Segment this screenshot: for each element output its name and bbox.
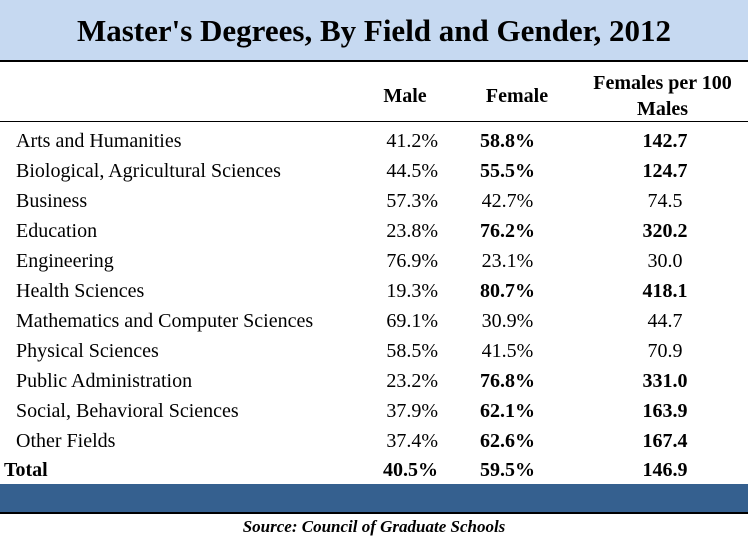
table-row: Public Administration 23.2% 76.8% 331.0 xyxy=(0,366,748,396)
table-row: Physical Sciences 58.5% 41.5% 70.9 xyxy=(0,336,748,366)
female-cell: 41.5% xyxy=(481,340,534,362)
table-body: Arts and Humanities 41.2% 58.8% 142.7 Bi… xyxy=(0,126,748,456)
female-cell: 76.8% xyxy=(480,370,535,392)
ratio-cell: 331.0 xyxy=(642,370,688,392)
male-cell: 57.3% xyxy=(386,190,438,212)
header-divider xyxy=(0,121,748,122)
ratio-cell: 44.7 xyxy=(647,310,683,332)
ratio-cell: 124.7 xyxy=(642,160,688,182)
source-note: Source: Council of Graduate Schools xyxy=(242,517,506,536)
field-cell: Physical Sciences xyxy=(16,340,159,362)
male-cell: 23.2% xyxy=(386,370,438,392)
male-cell: 23.8% xyxy=(386,220,438,242)
column-header-female: Female xyxy=(485,85,549,107)
table-row: Social, Behavioral Sciences 37.9% 62.1% … xyxy=(0,396,748,426)
table-row: Engineering 76.9% 23.1% 30.0 xyxy=(0,246,748,276)
male-cell: 76.9% xyxy=(386,250,438,272)
title-bar: Master's Degrees, By Field and Gender, 2… xyxy=(0,0,748,62)
table-row: Health Sciences 19.3% 80.7% 418.1 xyxy=(0,276,748,306)
total-female-cell: 59.5% xyxy=(480,459,535,481)
total-label: Total xyxy=(4,459,48,481)
field-cell: Arts and Humanities xyxy=(16,130,182,152)
male-cell: 58.5% xyxy=(386,340,438,362)
field-cell: Health Sciences xyxy=(16,280,145,302)
female-cell: 80.7% xyxy=(480,280,535,302)
field-cell: Social, Behavioral Sciences xyxy=(16,400,239,422)
ratio-cell: 142.7 xyxy=(642,130,688,152)
male-cell: 41.2% xyxy=(386,130,438,152)
ratio-cell: 418.1 xyxy=(642,280,688,302)
ratio-cell: 320.2 xyxy=(642,220,688,242)
female-cell: 62.6% xyxy=(480,430,535,452)
field-cell: Business xyxy=(16,190,88,212)
table-row: Mathematics and Computer Sciences 69.1% … xyxy=(0,306,748,336)
ratio-cell: 74.5 xyxy=(647,190,683,212)
total-male-cell: 40.5% xyxy=(383,459,438,481)
column-header-male: Male xyxy=(383,85,427,107)
male-cell: 37.4% xyxy=(386,430,438,452)
footer-band xyxy=(0,484,748,514)
field-cell: Engineering xyxy=(16,250,114,272)
ratio-cell: 30.0 xyxy=(647,250,683,272)
table-row: Biological, Agricultural Sciences 44.5% … xyxy=(0,156,748,186)
female-cell: 62.1% xyxy=(480,400,535,422)
ratio-cell: 163.9 xyxy=(642,400,688,422)
table-row: Education 23.8% 76.2% 320.2 xyxy=(0,216,748,246)
female-cell: 55.5% xyxy=(480,160,535,182)
total-row: Total 40.5% 59.5% 146.9 xyxy=(0,456,748,484)
ratio-cell: 167.4 xyxy=(642,430,688,452)
field-cell: Public Administration xyxy=(16,370,193,392)
total-ratio-cell: 146.9 xyxy=(642,459,688,481)
female-cell: 76.2% xyxy=(480,220,535,242)
ratio-cell: 70.9 xyxy=(647,340,683,362)
field-cell: Education xyxy=(16,220,98,242)
field-cell: Mathematics and Computer Sciences xyxy=(16,310,314,332)
male-cell: 44.5% xyxy=(386,160,438,182)
female-cell: 30.9% xyxy=(481,310,534,332)
female-cell: 42.7% xyxy=(481,190,534,212)
female-cell: 23.1% xyxy=(481,250,534,272)
column-header-females-per-100-males: Females per 100 Males xyxy=(593,72,732,120)
male-cell: 19.3% xyxy=(386,280,438,302)
field-cell: Biological, Agricultural Sciences xyxy=(16,160,281,182)
male-cell: 37.9% xyxy=(386,400,438,422)
male-cell: 69.1% xyxy=(386,310,438,332)
field-cell: Other Fields xyxy=(16,430,116,452)
table-title: Master's Degrees, By Field and Gender, 2… xyxy=(76,13,672,48)
table-row: Arts and Humanities 41.2% 58.8% 142.7 xyxy=(0,126,748,156)
table-row: Other Fields 37.4% 62.6% 167.4 xyxy=(0,426,748,456)
female-cell: 58.8% xyxy=(480,130,535,152)
table-row: Business 57.3% 42.7% 74.5 xyxy=(0,186,748,216)
